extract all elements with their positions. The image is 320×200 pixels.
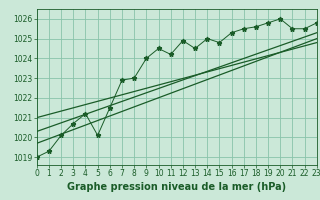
X-axis label: Graphe pression niveau de la mer (hPa): Graphe pression niveau de la mer (hPa) <box>67 182 286 192</box>
